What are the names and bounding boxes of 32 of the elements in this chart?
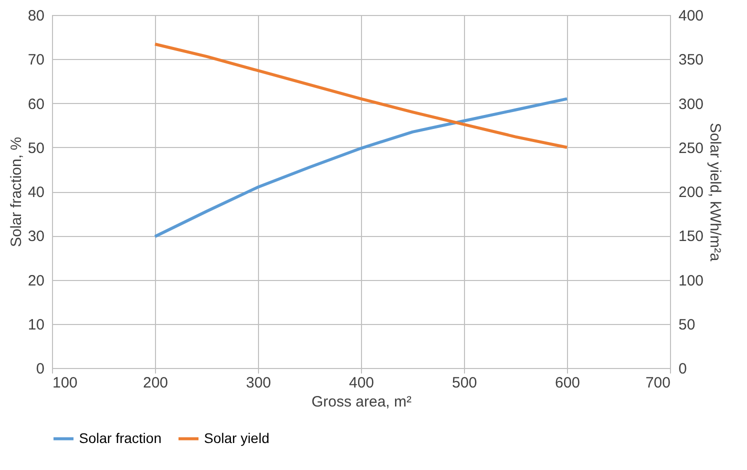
- x-axis-title: Gross area, m²: [311, 394, 412, 410]
- y2-tick-label: 0: [678, 360, 687, 378]
- y-tick-label: 80: [28, 8, 44, 24]
- y-tick-label: 60: [28, 96, 44, 113]
- y2-tick-label: 150: [678, 228, 704, 246]
- y2-tick-label: 50: [678, 316, 696, 334]
- y2-tick-label: 350: [678, 52, 704, 69]
- y2-tick-label: 100: [678, 272, 704, 290]
- y-tick-label: 30: [28, 228, 44, 246]
- y2-tick-label: 200: [678, 184, 704, 201]
- x-tick-label: 100: [52, 374, 78, 392]
- legend-label: Solar yield: [204, 430, 270, 446]
- y-tick-label: 50: [28, 140, 44, 157]
- y2-axis-title: Solar yield, kWh/m²a: [706, 122, 724, 262]
- y-tick-label: 10: [28, 316, 44, 334]
- x-tick-label: 200: [142, 374, 168, 392]
- x-tick-label: 500: [452, 374, 478, 392]
- y-tick-label: 20: [28, 272, 44, 290]
- x-tick-label: 600: [554, 374, 580, 392]
- x-tick-label: 300: [246, 374, 272, 392]
- legend-label: Solar fraction: [79, 430, 162, 446]
- y2-tick-label: 400: [678, 8, 704, 24]
- x-tick-label: 700: [645, 374, 670, 392]
- y-tick-label: 70: [28, 52, 44, 69]
- y-tick-label: 40: [28, 184, 44, 201]
- line-series: [154, 42, 568, 149]
- y-axis-title: Solar fraction, %: [8, 136, 25, 248]
- line-series: [154, 97, 568, 238]
- y2-tick-label: 300: [678, 96, 704, 113]
- y2-tick-label: 250: [678, 140, 704, 157]
- x-tick-label: 400: [348, 374, 374, 392]
- y-tick-label: 0: [36, 360, 44, 378]
